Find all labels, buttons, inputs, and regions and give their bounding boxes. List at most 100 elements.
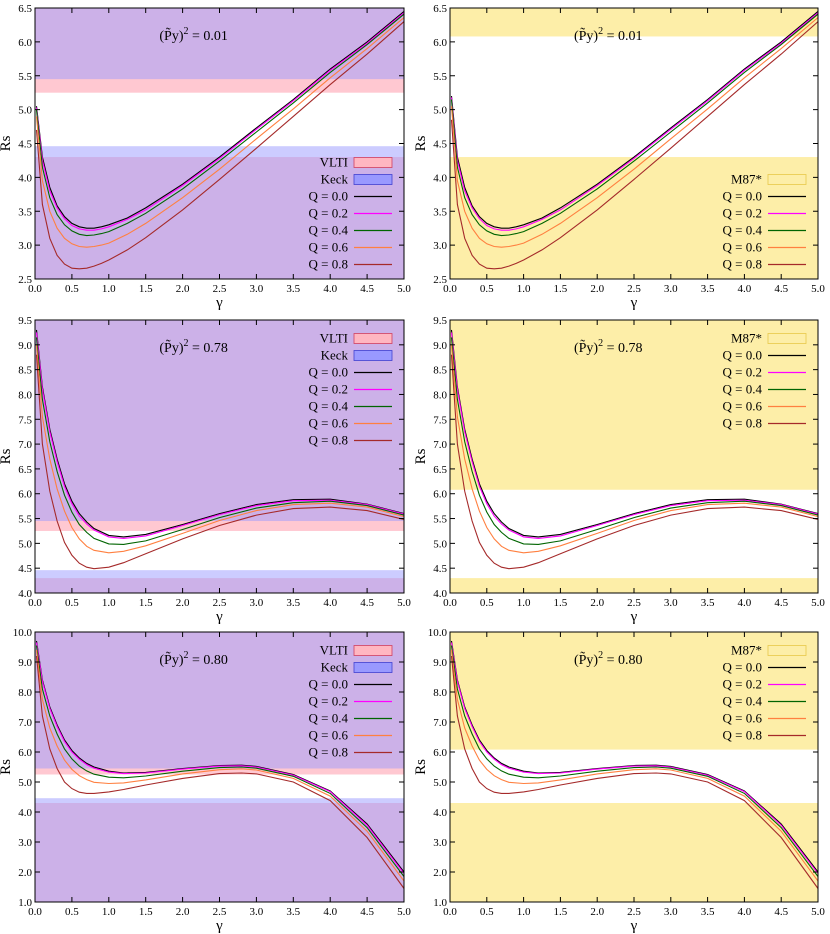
legend-label: Q = 0.2 bbox=[309, 694, 348, 709]
legend-swatch-vlti bbox=[353, 157, 393, 168]
series-line-q04 bbox=[450, 337, 818, 545]
y-tick-label: 3.5 bbox=[433, 206, 447, 218]
legend-label: M87* bbox=[731, 643, 762, 658]
title-superscript: 2 bbox=[184, 338, 189, 349]
series-line-q04 bbox=[450, 645, 818, 877]
title-value: = 0.78 bbox=[603, 341, 642, 356]
x-tick-label: 3.0 bbox=[250, 283, 264, 295]
legend-label: Q = 0.0 bbox=[309, 365, 348, 380]
band-keck-0 bbox=[35, 146, 404, 279]
y-tick-label: 6.5 bbox=[18, 3, 32, 15]
title-superscript: 2 bbox=[184, 26, 189, 37]
y-tick-label: 10.0 bbox=[428, 627, 448, 639]
y-tick-label: 9.5 bbox=[18, 315, 32, 327]
y-tick-label: 5.0 bbox=[18, 105, 32, 117]
series-line-q08 bbox=[450, 354, 818, 570]
panel-title: (P̃y)2 = 0.01 bbox=[159, 26, 228, 44]
legend-swatch-keck bbox=[353, 350, 393, 361]
y-tick-label: 4.0 bbox=[18, 807, 32, 819]
band-keck-0 bbox=[35, 798, 404, 902]
title-base: (P̃y) bbox=[159, 27, 183, 44]
legend-label: Q = 0.2 bbox=[723, 677, 762, 692]
series-line-q08 bbox=[35, 655, 404, 889]
legend-label: M87* bbox=[731, 331, 762, 346]
y-tick-label: 9.0 bbox=[18, 340, 32, 352]
series-line-q04 bbox=[450, 13, 818, 237]
band-m87-0 bbox=[450, 578, 818, 593]
x-tick-label: 2.5 bbox=[627, 597, 641, 609]
band-m87-1 bbox=[450, 632, 818, 750]
legend: VLTI Keck Q = 0.0 Q = 0.2 Q = 0.4 Q = 0.6 Q = … bbox=[309, 155, 393, 272]
title-superscript: 2 bbox=[598, 650, 603, 661]
x-tick-label: 3.5 bbox=[286, 906, 300, 918]
y-tick-label: 9.0 bbox=[433, 340, 447, 352]
legend-label: Q = 0.4 bbox=[309, 399, 349, 414]
legend-swatch-vlti bbox=[353, 645, 393, 656]
x-tick-label: 2.5 bbox=[627, 283, 641, 295]
x-tick-label: 3.5 bbox=[286, 283, 300, 295]
y-tick-label: 2.0 bbox=[18, 867, 32, 879]
chart-panel-4: 0.0 0.5 1.0 1.5 2.0 2.5 3.0 3.5 4.0 4.5 5.0 1.0 2.0 3… bbox=[0, 627, 411, 934]
x-axis-label: γ bbox=[215, 295, 223, 311]
band-layer bbox=[450, 8, 818, 279]
title-value: = 0.80 bbox=[603, 653, 642, 668]
series-line-q08 bbox=[450, 655, 818, 889]
x-tick-label: 2.0 bbox=[176, 906, 190, 918]
band-keck-1 bbox=[35, 320, 404, 522]
chart-panel-2: 0.0 0.5 1.0 1.5 2.0 2.5 3.0 3.5 4.0 4.5 5.0 4.0 4.5 5… bbox=[0, 315, 411, 625]
y-tick-label: 6.0 bbox=[18, 747, 32, 759]
legend-label: Q = 0.6 bbox=[723, 240, 763, 255]
title-superscript: 2 bbox=[598, 338, 603, 349]
x-tick-label: 3.0 bbox=[664, 283, 678, 295]
series-line-q02 bbox=[450, 12, 818, 231]
x-tick-label: 1.0 bbox=[102, 283, 116, 295]
series-line-q06 bbox=[35, 649, 404, 882]
title-value: = 0.01 bbox=[189, 29, 228, 44]
x-tick-label: 0.0 bbox=[28, 906, 42, 918]
x-tick-label: 1.0 bbox=[102, 597, 116, 609]
x-tick-label: 0.0 bbox=[443, 597, 457, 609]
series-line-q00 bbox=[450, 329, 818, 538]
legend: M87* Q = 0.0 Q = 0.2 Q = 0.4 Q = 0.6 Q = 0.8 bbox=[723, 331, 807, 431]
series-layer bbox=[450, 10, 818, 270]
x-tick-label: 3.5 bbox=[701, 597, 715, 609]
legend-label: Q = 0.6 bbox=[723, 399, 763, 414]
title-value: = 0.01 bbox=[603, 29, 642, 44]
x-tick-label: 3.0 bbox=[664, 597, 678, 609]
legend-label: Q = 0.4 bbox=[723, 223, 763, 238]
y-tick-label: 6.0 bbox=[18, 489, 32, 501]
x-tick-label: 0.5 bbox=[480, 283, 494, 295]
series-line-q06 bbox=[450, 344, 818, 554]
band-m87-0 bbox=[450, 803, 818, 902]
legend-label: Q = 0.4 bbox=[723, 694, 763, 709]
legend-label: Q = 0.0 bbox=[723, 660, 762, 675]
legend-label: Q = 0.0 bbox=[723, 189, 762, 204]
chart-panel-0: 0.0 0.5 1.0 1.5 2.0 2.5 3.0 3.5 4.0 4.5 5.0 2.5 3.0 3… bbox=[0, 3, 411, 311]
x-tick-label: 5.0 bbox=[397, 283, 411, 295]
y-tick-label: 4.5 bbox=[433, 563, 447, 575]
chart-panel-5: 0.0 0.5 1.0 1.5 2.0 2.5 3.0 3.5 4.0 4.5 5.0 1.0 2.0 3… bbox=[413, 627, 825, 934]
band-layer bbox=[450, 320, 818, 593]
series-line-q02 bbox=[450, 332, 818, 539]
y-axis-label: Rs bbox=[0, 759, 14, 775]
legend-label: M87* bbox=[731, 172, 762, 187]
legend-swatch-vlti bbox=[353, 333, 393, 344]
chart-panel-3: 0.0 0.5 1.0 1.5 2.0 2.5 3.0 3.5 4.0 4.5 5.0 4.0 4.5 5… bbox=[413, 315, 825, 625]
legend-label: Q = 0.4 bbox=[309, 223, 349, 238]
y-tick-label: 3.0 bbox=[18, 837, 32, 849]
y-tick-label: 1.0 bbox=[18, 897, 32, 909]
band-layer bbox=[35, 320, 404, 593]
x-tick-label: 1.0 bbox=[517, 283, 531, 295]
y-tick-label: 9.0 bbox=[433, 657, 447, 669]
series-line-q08 bbox=[450, 21, 818, 270]
x-tick-label: 5.0 bbox=[397, 906, 411, 918]
y-tick-label: 2.5 bbox=[18, 274, 32, 286]
y-tick-label: 8.0 bbox=[18, 687, 32, 699]
y-tick-label: 9.5 bbox=[433, 315, 447, 327]
series-layer bbox=[450, 640, 818, 889]
series-line-q02 bbox=[35, 332, 404, 539]
legend-label: Q = 0.8 bbox=[723, 257, 762, 272]
panel-title: (P̃y)2 = 0.80 bbox=[159, 650, 228, 668]
x-tick-label: 4.0 bbox=[323, 597, 337, 609]
y-tick-label: 8.5 bbox=[18, 365, 32, 377]
